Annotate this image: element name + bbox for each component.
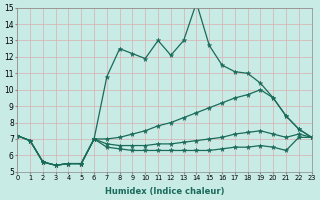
- X-axis label: Humidex (Indice chaleur): Humidex (Indice chaleur): [105, 187, 224, 196]
